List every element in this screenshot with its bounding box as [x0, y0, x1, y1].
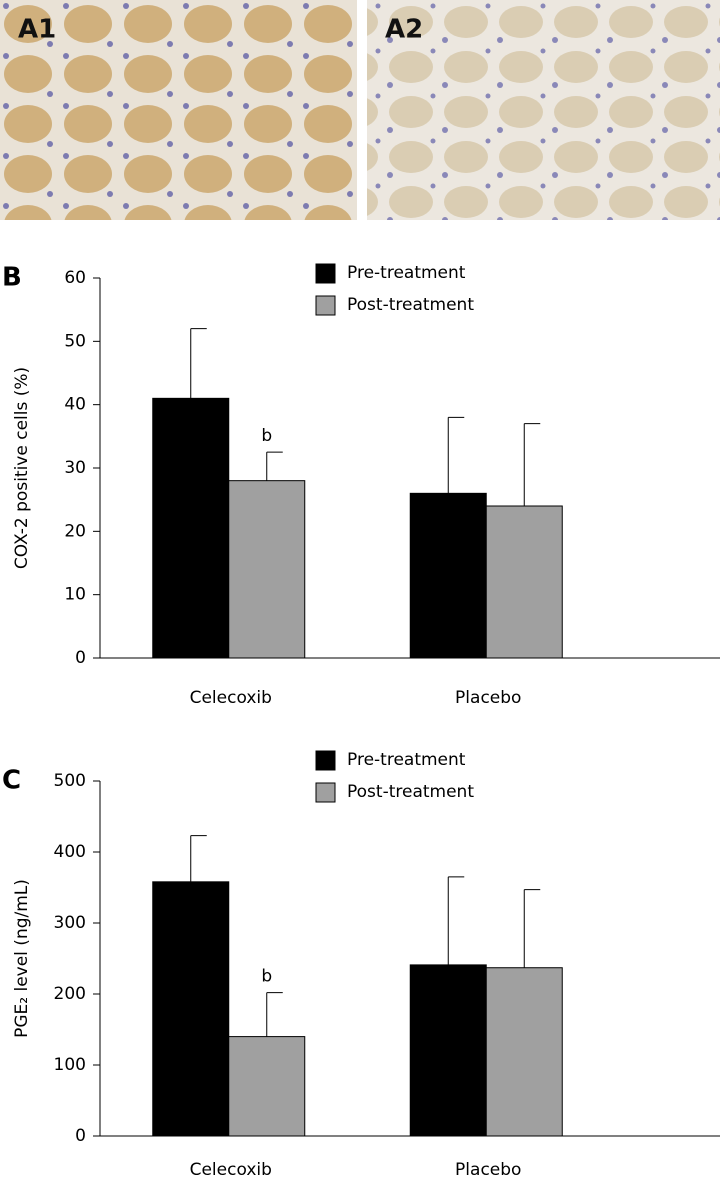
y-tick-label: 60 — [64, 268, 86, 288]
y-tick-label: 100 — [54, 1055, 86, 1075]
x-tick-label: Placebo — [455, 1160, 521, 1180]
x-tick-label: Placebo — [455, 688, 521, 708]
legend-swatch — [315, 263, 336, 284]
legend-swatch — [315, 295, 336, 316]
y-axis-title: COX-2 positive cells (%) — [12, 367, 32, 569]
legend-label: Pre-treatment — [347, 263, 466, 283]
y-tick-label: 500 — [54, 771, 86, 791]
bar — [228, 1036, 306, 1137]
bar — [485, 505, 563, 659]
image-label: A2 — [385, 15, 423, 45]
y-tick-label: 30 — [64, 458, 86, 478]
bar — [228, 480, 306, 659]
legend-swatch — [315, 782, 336, 803]
panel-label: C — [2, 766, 21, 796]
y-tick-label: 300 — [54, 913, 86, 933]
legend-label: Post-treatment — [347, 782, 474, 802]
y-tick-label: 0 — [75, 648, 86, 668]
legend-label: Pre-treatment — [347, 750, 466, 770]
legend-swatch — [315, 750, 336, 771]
error-bar — [447, 876, 465, 965]
y-tick-label: 400 — [54, 842, 86, 862]
micrograph — [0, 0, 357, 220]
bar — [409, 964, 487, 1137]
y-tick-label: 20 — [64, 521, 86, 541]
x-tick-label: Celecoxib — [190, 1160, 272, 1180]
y-axis-title: PGE₂ level (ng/mL) — [12, 879, 32, 1038]
error-bar — [523, 889, 541, 968]
image-label: A1 — [18, 15, 56, 45]
annotation: b — [261, 426, 272, 446]
micrograph — [367, 0, 720, 220]
bar — [152, 881, 230, 1137]
y-tick-label: 40 — [64, 395, 86, 415]
error-bar — [190, 328, 207, 399]
y-tick-label: 0 — [75, 1126, 86, 1146]
bar — [485, 967, 563, 1137]
error-bar — [266, 992, 283, 1037]
error-bar — [266, 451, 283, 481]
legend-label: Post-treatment — [347, 295, 474, 315]
bar — [409, 492, 487, 659]
error-bar — [190, 835, 207, 882]
y-tick-label: 50 — [64, 331, 86, 351]
panel-label: B — [2, 263, 22, 293]
error-bar — [447, 416, 465, 494]
y-tick-label: 200 — [54, 984, 86, 1004]
y-tick-label: 10 — [64, 585, 86, 605]
x-tick-label: Celecoxib — [190, 688, 272, 708]
bar — [152, 397, 230, 659]
annotation: b — [261, 967, 272, 987]
error-bar — [523, 423, 541, 506]
